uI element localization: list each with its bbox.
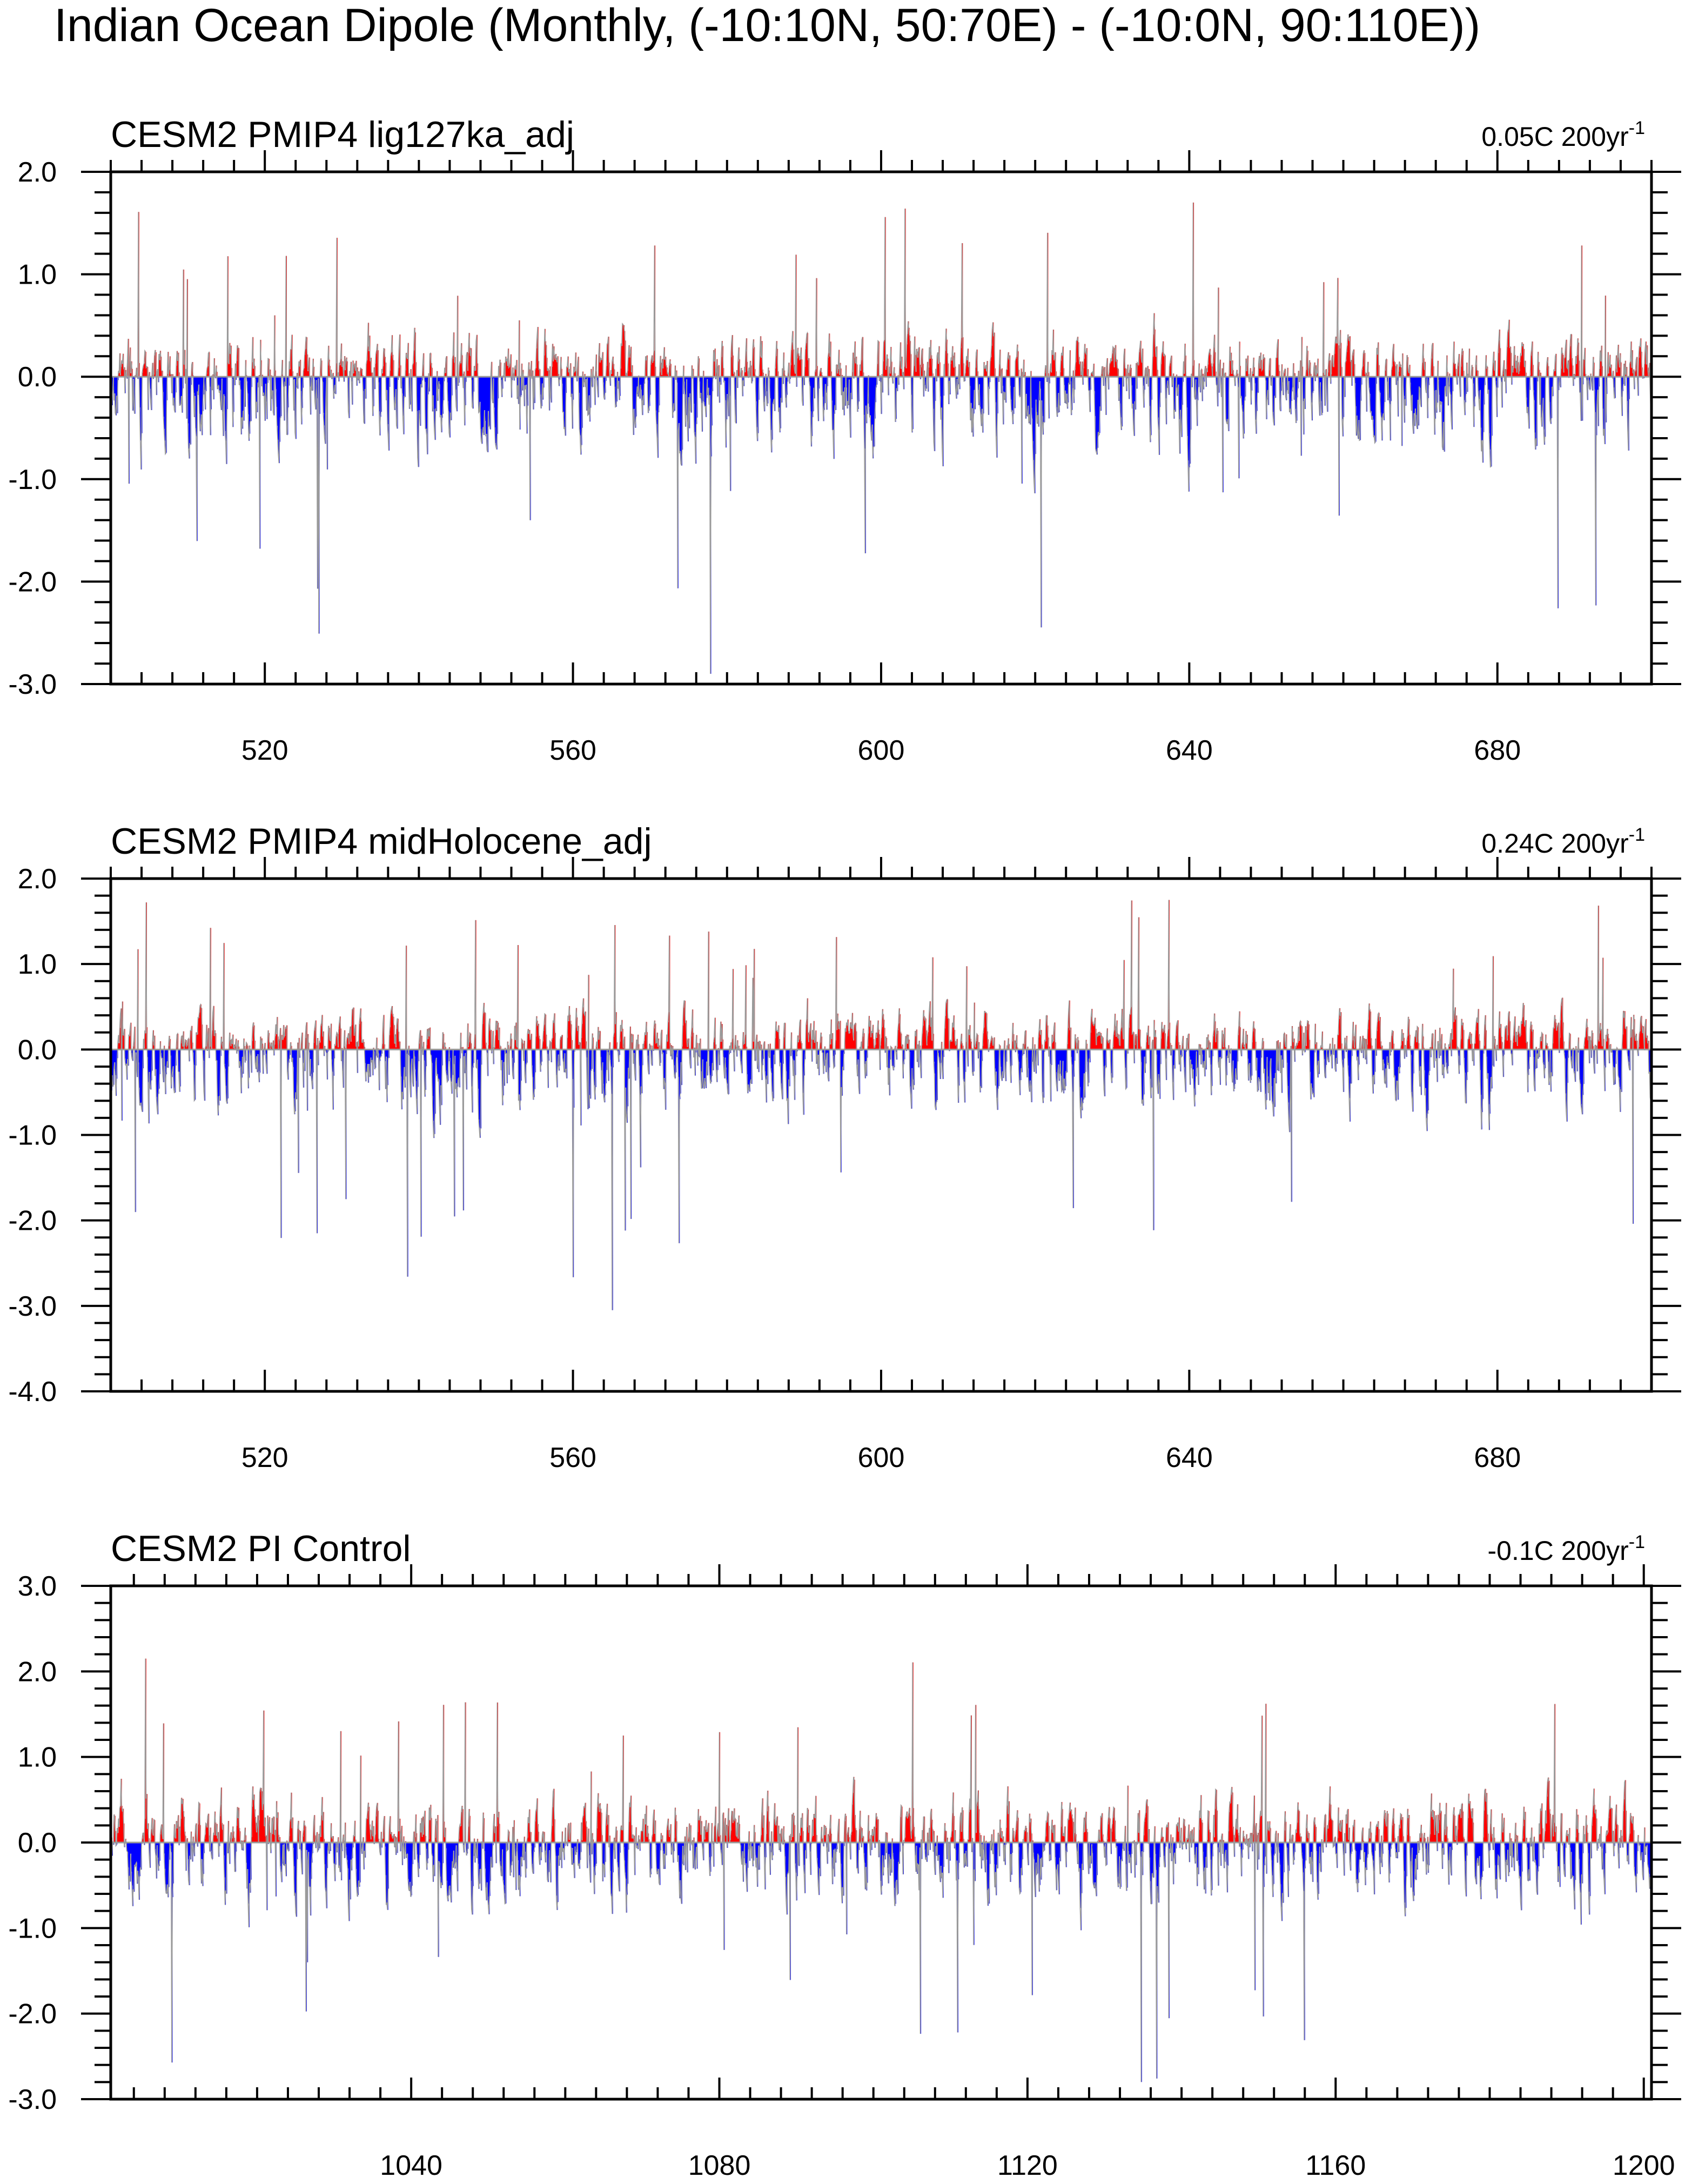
x-tick-label: 600 [858,1442,905,1473]
y-tick-label: -3.0 [8,669,57,700]
y-tick-label: 2.0 [18,863,57,895]
x-tick-label: 600 [858,735,905,766]
plot-frame [109,877,1653,1393]
series-line [110,202,1651,674]
series-line [110,1658,1651,2082]
y-tick-label: -2.0 [8,566,57,598]
y-tick-label: -1.0 [8,1913,57,1944]
plot-frame [109,170,1653,686]
panel-title: CESM2 PI Control [111,1528,411,1569]
x-tick-label: 520 [241,735,288,766]
y-tick-label: 2.0 [18,1656,57,1687]
positive-anomaly-fill [118,900,1649,1050]
x-tick-label: 560 [549,735,596,766]
x-tick-label: 640 [1166,735,1213,766]
negative-anomaly-fill [111,377,1652,674]
y-tick-label: 1.0 [18,1742,57,1773]
chart-panel-1: CESM2 PMIP4 lig127ka_adj 0.05C 200yr-1 520… [8,114,1681,766]
y-tick-label: 2.0 [18,157,57,188]
negative-anomaly-fill [111,1843,1652,2082]
x-tick-label: 640 [1166,1442,1213,1473]
x-tick-label: 560 [549,1442,596,1473]
x-tick-label: 680 [1474,735,1521,766]
y-tick-label: -2.0 [8,1205,57,1237]
y-tick-label: 0.0 [18,361,57,393]
panels: CESM2 PMIP4 lig127ka_adj 0.05C 200yr-1 520… [8,114,1681,2181]
positive-anomaly-fill [111,1658,1646,1843]
series-line [110,900,1651,1310]
x-tick-label: 1040 [380,2150,442,2181]
y-tick-label: -2.0 [8,1999,57,2030]
chart-panel-2: CESM2 PMIP4 midHolocene_adj 0.24C 200yr-1… [8,821,1681,1473]
y-tick-label: -3.0 [8,2084,57,2115]
x-tick-label: 1200 [1613,2150,1675,2181]
x-tick-label: 1120 [997,2150,1058,2181]
y-tick-label: 1.0 [18,949,57,980]
y-tick-label: -4.0 [8,1376,57,1408]
trend-label: 0.24C 200yr-1 [1481,825,1645,859]
y-tick-label: -1.0 [8,464,57,495]
y-tick-label: -3.0 [8,1291,57,1322]
x-tick-label: 680 [1474,1442,1521,1473]
x-tick-label: 1080 [688,2150,751,2181]
panel-title: CESM2 PMIP4 lig127ka_adj [111,114,574,155]
y-tick-label: 0.0 [18,1034,57,1066]
figure-title: Indian Ocean Dipole (Monthly, (-10:10N, … [54,0,1480,51]
y-tick-label: 3.0 [18,1571,57,1602]
x-tick-label: 1160 [1305,2150,1366,2181]
y-tick-label: -1.0 [8,1120,57,1151]
trend-label: 0.05C 200yr-1 [1481,118,1645,152]
x-tick-label: 520 [241,1442,288,1473]
panel-title: CESM2 PMIP4 midHolocene_adj [111,821,652,862]
positive-anomaly-fill [113,202,1650,377]
y-tick-label: 1.0 [18,259,57,291]
trend-label: -0.1C 200yr-1 [1488,1532,1645,1566]
chart-panel-3: CESM2 PI Control -0.1C 200yr-1 1040 1080 112… [8,1528,1681,2181]
y-tick-label: 0.0 [18,1827,57,1859]
